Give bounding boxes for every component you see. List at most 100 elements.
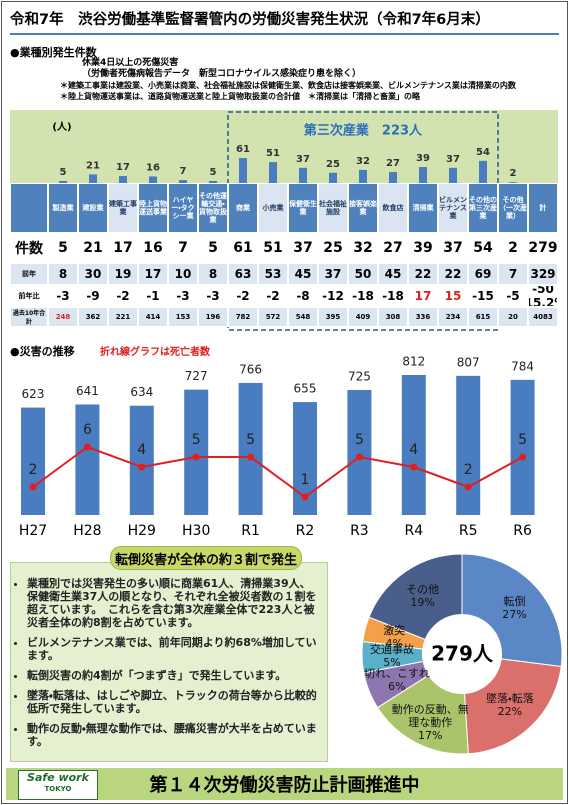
table-cell: -8 <box>288 285 318 307</box>
table-cell: 27 <box>378 233 408 263</box>
column-header: 社会福祉施設 <box>318 183 348 233</box>
table-cell: 39 <box>408 233 438 263</box>
line-point <box>83 443 91 451</box>
bar <box>389 171 397 183</box>
x-tick-label: R4 <box>404 523 423 539</box>
table-cell: 234 <box>438 307 468 327</box>
page-title: 令和7年 渋谷労働基準監督署管内の労働災害発生状況（令和7年6月末） <box>10 8 559 35</box>
line-value-label: 5 <box>246 432 255 448</box>
table-cell: 615 <box>468 307 498 327</box>
table-cell: 2 <box>498 233 528 263</box>
summary-bullet: 墜落・転落は、はしごや脚立、トラックの荷台等から比較的低所で発生しています。 <box>27 689 321 715</box>
bar <box>209 180 217 183</box>
table-cell: -2 <box>258 285 288 307</box>
pie-label: 交通事故 5% <box>353 643 431 669</box>
column-header: 接客娯楽業 <box>348 183 378 233</box>
table-cell: 22 <box>438 263 468 285</box>
column-header: 製造業 <box>48 183 78 233</box>
table-cell: -3 <box>168 285 198 307</box>
table-cell: 8 <box>48 263 78 285</box>
bar-value-label: 812 <box>402 355 425 369</box>
bar <box>184 389 209 515</box>
row-label: 件数 <box>10 233 48 263</box>
table-cell: 8 <box>198 263 228 285</box>
bar <box>238 382 263 515</box>
column-header: 小売業 <box>258 183 288 233</box>
table-cell: 336 <box>408 307 438 327</box>
note: 休業4日以上の死傷災害 <box>82 58 179 68</box>
table-cell: -12 <box>318 285 348 307</box>
line-value-label: 4 <box>137 442 146 458</box>
bar-value-label: 51 <box>266 148 280 159</box>
bar-value-label: 16 <box>146 162 160 173</box>
pie-category: 交通事故 <box>370 643 415 657</box>
bar <box>509 182 517 183</box>
bar-value-label: 5 <box>210 167 217 178</box>
line-point <box>355 453 363 461</box>
table-cell: 414 <box>138 307 168 327</box>
table-cell: -3 <box>48 285 78 307</box>
bar-value-label: 807 <box>457 355 480 369</box>
pie-category: 激突 <box>383 623 406 637</box>
column-header: 飲食店 <box>378 183 408 233</box>
pie-category: その他 <box>406 583 440 597</box>
unit-label: (人) <box>52 121 71 133</box>
summary-bullet: ビルメンテナンス業では、前年同期より約68%増加しています。 <box>27 636 321 662</box>
pie-label: その他 19% <box>384 583 462 609</box>
row-label: 前年比 <box>10 285 48 307</box>
table-cell: 69 <box>468 263 498 285</box>
table-cell: 5 <box>198 233 228 263</box>
table-cell: -9 <box>78 285 108 307</box>
column-header: 建設業 <box>78 183 108 233</box>
pie-value-label: 5% <box>383 656 401 670</box>
column-header: その他（一次産業） <box>498 183 528 233</box>
bar-value-label: 2 <box>510 168 517 179</box>
table-cell: 153 <box>168 307 198 327</box>
pie-hole <box>422 614 502 694</box>
column-header: 陸上貨物運送事業 <box>138 183 168 233</box>
bar <box>149 176 157 183</box>
table-cell: 395 <box>318 307 348 327</box>
table-cell: 61 <box>228 233 258 263</box>
line-point <box>464 483 472 491</box>
chart-title: ●災害の推移 <box>10 344 75 358</box>
table-cell: 63 <box>228 263 258 285</box>
bar-value-label: 21 <box>86 160 100 171</box>
line-point <box>29 483 37 491</box>
column-header: 建築工事業 <box>108 183 138 233</box>
bar-value-label: 37 <box>446 154 460 165</box>
line <box>32 445 524 499</box>
table-cell: 17 <box>138 263 168 285</box>
note: ＊建築工事業は建設業、小売業は商業、社会福祉施設は保健衛生業、飲食店は接客娯楽業… <box>60 81 516 90</box>
bar-value-label: 7 <box>180 166 187 177</box>
table-cell: 308 <box>378 307 408 327</box>
pie-category: 動作の反動、無理な動作 <box>391 703 469 730</box>
summary-heading: 転倒災害が全体の約３割で発生 <box>110 546 302 570</box>
table-cell: -18 <box>378 285 408 307</box>
pie-value-label: 6% <box>388 679 406 693</box>
bar <box>510 379 535 515</box>
table-cell: 25 <box>318 233 348 263</box>
bar <box>269 162 277 183</box>
table-cell: 30 <box>78 263 108 285</box>
table-cell: 37 <box>438 233 468 263</box>
table-corner <box>10 183 48 233</box>
table-cell: 4083 <box>528 307 558 327</box>
pie-label: 激突 4% <box>355 624 433 650</box>
table-cell: 548 <box>288 307 318 327</box>
pie-category: 転倒 <box>503 594 526 608</box>
bar <box>347 390 372 515</box>
line-point <box>519 453 527 461</box>
x-tick-label: H28 <box>73 523 101 539</box>
bar-value-label: 54 <box>476 147 490 158</box>
table-cell: -18 <box>348 285 378 307</box>
table-cell: 7 <box>498 263 528 285</box>
pie-total: 279人 <box>431 642 494 666</box>
bar <box>359 169 367 183</box>
logo-text: Safe work <box>27 771 89 784</box>
table-cell: 279 <box>528 233 558 263</box>
table-cell: 10 <box>168 263 198 285</box>
bar-value-label: 655 <box>294 382 317 396</box>
summary-bullet: 動作の反動・無理な動作では、腰痛災害が大半を占めています。 <box>27 722 321 748</box>
